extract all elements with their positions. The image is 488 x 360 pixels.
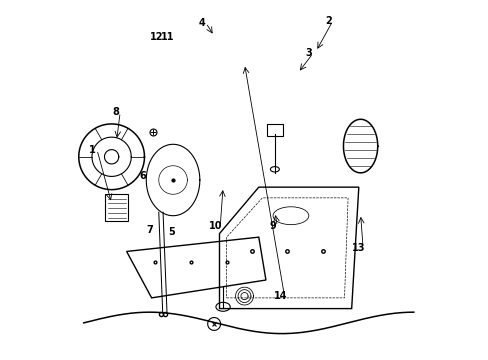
Text: 11: 11	[161, 32, 174, 42]
Text: 13: 13	[351, 243, 365, 253]
Text: 5: 5	[167, 227, 174, 237]
Text: 6: 6	[139, 171, 146, 181]
Text: 2: 2	[325, 16, 331, 26]
Text: 14: 14	[273, 291, 286, 301]
Text: 9: 9	[269, 221, 276, 231]
Text: 10: 10	[209, 221, 222, 231]
Text: 3: 3	[305, 48, 311, 58]
Text: 12: 12	[150, 32, 163, 42]
Text: 4: 4	[198, 18, 204, 28]
Text: 1: 1	[89, 145, 96, 155]
Text: 8: 8	[112, 107, 119, 117]
Text: 7: 7	[146, 225, 153, 235]
